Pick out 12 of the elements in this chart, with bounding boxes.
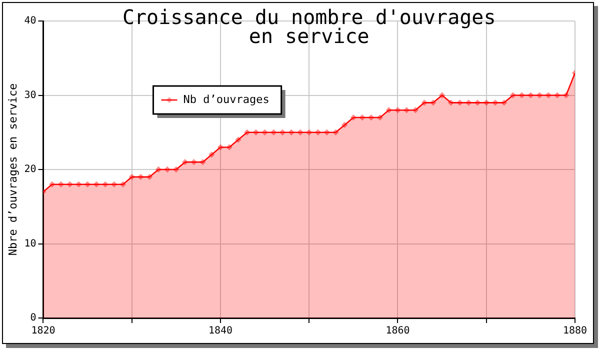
- y-tick-label: 20: [24, 164, 36, 176]
- y-tick-label: 40: [24, 16, 36, 27]
- y-axis-title: Nbre d’ouvrages en service: [6, 83, 20, 256]
- chart-title: Croissance du nombre d'ouvrages en service: [122, 5, 496, 48]
- legend-label: Nb d’ouvrages: [183, 92, 270, 106]
- x-tick-label: 1820: [31, 326, 56, 337]
- y-tick-label: 0: [30, 312, 36, 324]
- y-tick-label: 30: [24, 90, 36, 101]
- x-tick-label: 1880: [562, 326, 588, 337]
- x-tick-label: 1860: [386, 326, 410, 337]
- y-tick-label: 10: [24, 238, 36, 250]
- x-tick-label: 1840: [208, 326, 233, 337]
